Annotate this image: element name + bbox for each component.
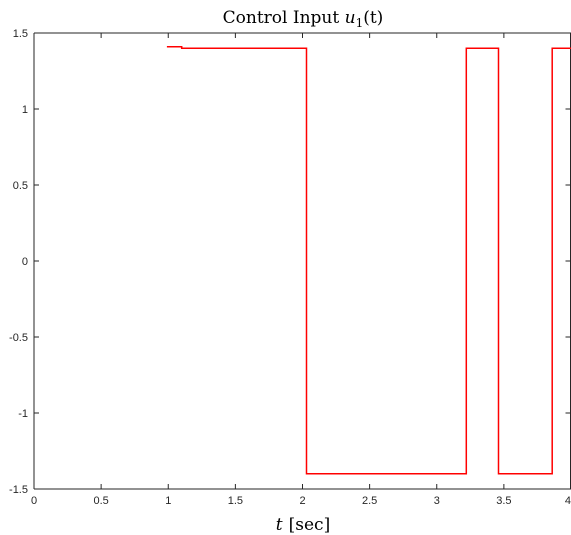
y-tick-label: -1 [18,408,28,420]
series-line-u1 [166,45,571,475]
x-tick-label: 0.5 [93,495,108,507]
x-tick-label: 1.5 [228,495,243,507]
x-tick-label: 2.5 [362,495,377,507]
y-tick-label: 0.5 [13,180,28,192]
y-tick-label: -0.5 [9,332,28,344]
x-tick-label: 0 [31,495,37,507]
y-tick-label: 1 [22,104,28,116]
x-tick-label: 3 [434,495,440,507]
y-tick-label: 1.5 [13,28,28,40]
y-tick-label: -1.5 [9,484,28,496]
x-tick-label: 4 [565,495,571,507]
plot-area: 0 0.5 1 1.5 2 2.5 3 3.5 4 -1.5 -1 -0.5 0 0.5 1 1.5 [9,28,571,507]
x-tick-label: 3.5 [496,495,511,507]
x-axis-label: t [sec] [276,515,330,535]
x-tick-label: 1 [165,495,171,507]
chart-title: Control Input u1(t) [223,8,384,30]
x-tick-label: 2 [299,495,305,507]
y-tick-label: 0 [22,256,28,268]
